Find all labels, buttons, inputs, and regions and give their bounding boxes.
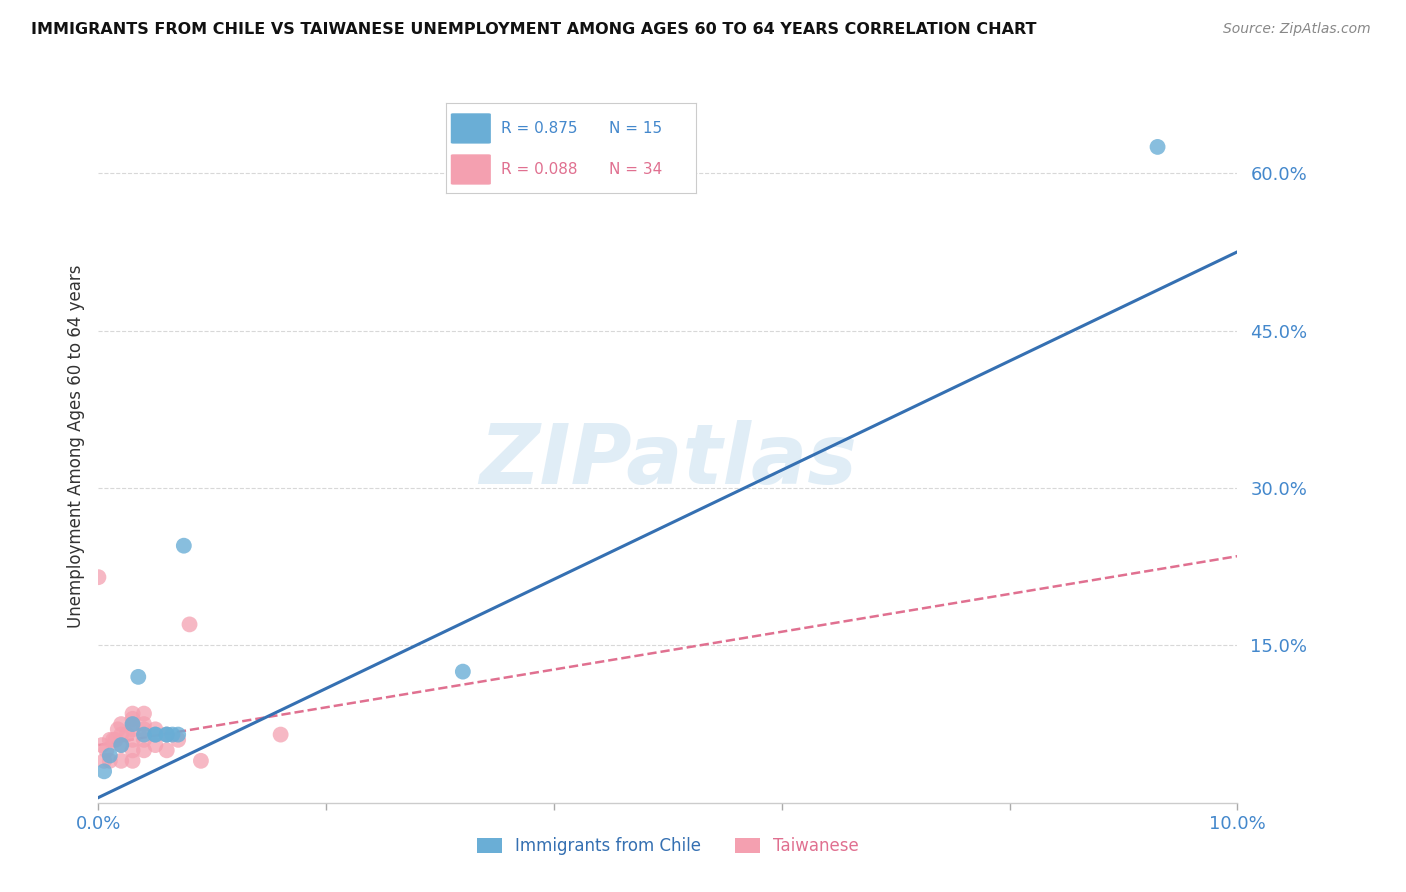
Text: ZIPatlas: ZIPatlas: [479, 420, 856, 500]
Point: [121, 706, 143, 721]
Point: [110, 754, 132, 768]
Point: [190, 754, 212, 768]
Point: [121, 743, 143, 757]
Point: [132, 743, 155, 757]
Point: [104, 732, 127, 747]
Point: [121, 712, 143, 726]
Point: [162, 728, 184, 742]
Point: [121, 717, 143, 731]
Point: [132, 723, 155, 737]
Point: [98, 748, 121, 763]
Point: [121, 717, 143, 731]
Point: [107, 723, 129, 737]
Point: [132, 706, 155, 721]
Point: [173, 539, 195, 553]
Point: [121, 723, 143, 737]
Point: [115, 728, 138, 742]
Point: [121, 732, 143, 747]
Point: [132, 717, 155, 731]
Point: [87, 570, 110, 584]
Point: [132, 728, 155, 742]
Point: [270, 728, 292, 742]
Point: [167, 728, 190, 742]
Text: IMMIGRANTS FROM CHILE VS TAIWANESE UNEMPLOYMENT AMONG AGES 60 TO 64 YEARS CORREL: IMMIGRANTS FROM CHILE VS TAIWANESE UNEMP…: [31, 22, 1036, 37]
Point: [96, 743, 118, 757]
Point: [121, 754, 143, 768]
Point: [98, 754, 121, 768]
Point: [156, 743, 179, 757]
Point: [451, 665, 474, 679]
Legend: Immigrants from Chile, Taiwanese: Immigrants from Chile, Taiwanese: [477, 837, 859, 855]
Point: [103, 732, 125, 747]
Point: [167, 732, 190, 747]
Point: [145, 738, 167, 752]
Point: [145, 723, 167, 737]
Point: [156, 728, 179, 742]
Y-axis label: Unemployment Among Ages 60 to 64 years: Unemployment Among Ages 60 to 64 years: [66, 264, 84, 628]
Point: [90, 738, 112, 752]
Point: [93, 764, 115, 779]
Point: [145, 728, 167, 742]
Point: [1146, 140, 1168, 154]
Point: [110, 738, 132, 752]
Point: [98, 732, 121, 747]
Point: [179, 617, 201, 632]
Point: [110, 717, 132, 731]
Text: Source: ZipAtlas.com: Source: ZipAtlas.com: [1223, 22, 1371, 37]
Point: [145, 728, 167, 742]
Point: [132, 732, 155, 747]
Point: [127, 670, 149, 684]
Point: [156, 728, 179, 742]
Point: [93, 754, 115, 768]
Point: [110, 738, 132, 752]
Point: [110, 728, 132, 742]
Point: [156, 728, 179, 742]
